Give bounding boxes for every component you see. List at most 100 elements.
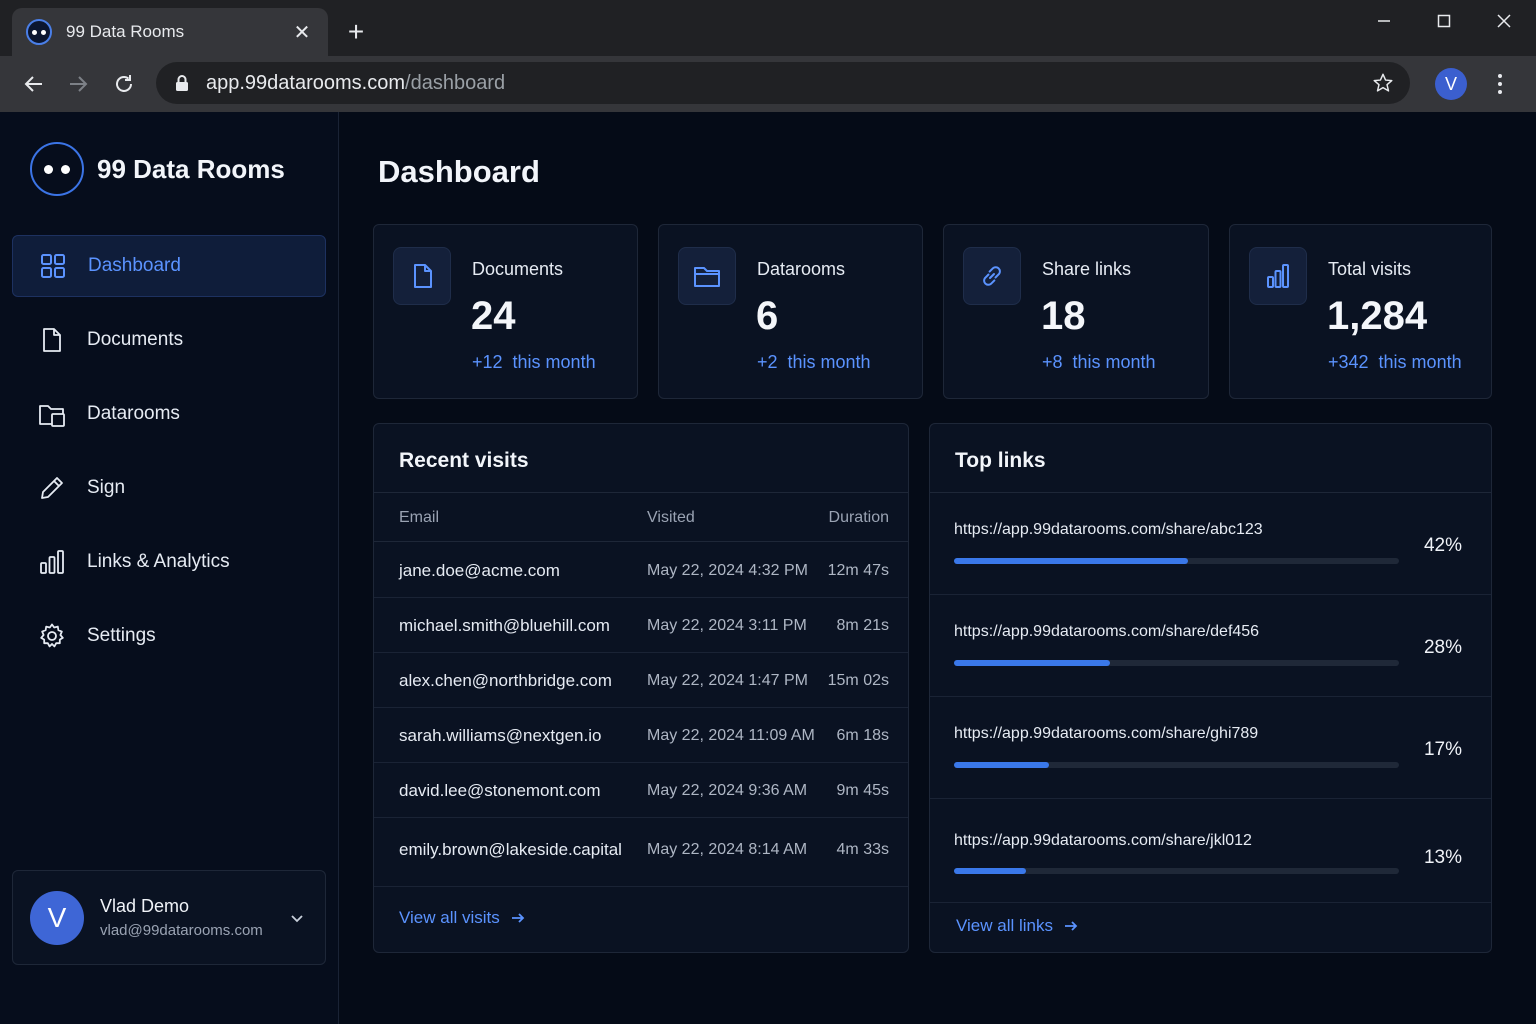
table-row[interactable]: david.lee@stonemont.com May 22, 2024 9:3… [374, 763, 908, 818]
visit-email: emily.brown@lakeside.capital [399, 840, 622, 859]
close-window-button[interactable] [1484, 6, 1524, 36]
url-text: app.99datarooms.com/dashboard [206, 71, 506, 94]
sidebar-item-documents[interactable]: Documents [12, 309, 326, 371]
user-name: Vlad Demo [100, 896, 190, 916]
visit-email: david.lee@stonemont.com [399, 781, 601, 800]
column-header-email: Email [399, 509, 440, 526]
logo-icon [30, 142, 84, 196]
progress-track [954, 868, 1399, 874]
sidebar-item-sign[interactable]: Sign [12, 457, 326, 519]
minimize-button[interactable] [1364, 6, 1404, 36]
forward-button[interactable] [62, 68, 94, 100]
column-header-duration: Duration [828, 509, 889, 526]
stat-card-share-links[interactable]: Share links 18 +8 this month [943, 224, 1209, 399]
stat-delta: +2 this month [757, 352, 871, 372]
browser-toolbar: app.99datarooms.com/dashboard V [0, 56, 1536, 112]
brand[interactable]: 99 Data Rooms [30, 142, 285, 196]
user-email: vlad@99datarooms.com [100, 922, 263, 939]
table-row[interactable]: alex.chen@northbridge.com May 22, 2024 1… [374, 653, 908, 708]
visit-email: jane.doe@acme.com [399, 561, 560, 580]
address-bar[interactable]: app.99datarooms.com/dashboard [156, 62, 1410, 104]
stat-delta: +12 this month [472, 352, 596, 372]
stat-card-total-visits[interactable]: Total visits 1,284 +342 this month [1229, 224, 1492, 399]
list-item[interactable]: https://app.99datarooms.com/share/abc123… [930, 493, 1491, 595]
visit-email: michael.smith@bluehill.com [399, 616, 610, 635]
visit-time: May 22, 2024 8:14 AM [647, 841, 808, 858]
visit-duration: 4m 33s [836, 841, 889, 858]
browser-profile-avatar[interactable]: V [1435, 68, 1467, 100]
document-icon [43, 328, 61, 352]
list-item[interactable]: https://app.99datarooms.com/share/def456… [930, 595, 1491, 697]
main-content: Dashboard Documents 24 +12 this month Da… [339, 112, 1536, 1024]
link-percent: 17% [1423, 739, 1462, 760]
link-label: View all visits [399, 908, 500, 927]
lock-icon [176, 75, 188, 91]
sidebar-item-links-analytics[interactable]: Links & Analytics [12, 531, 326, 593]
visit-duration: 12m 47s [827, 562, 889, 579]
browser-tab[interactable]: 99 Data Rooms ✕ [12, 8, 328, 56]
bookmark-star-icon[interactable] [1372, 72, 1394, 94]
browser-menu-icon[interactable] [1488, 68, 1512, 100]
user-menu[interactable]: V Vlad Demo vlad@99datarooms.com [12, 870, 326, 965]
stat-card-documents[interactable]: Documents 24 +12 this month [373, 224, 638, 399]
favicon-icon [26, 19, 52, 45]
grid-icon [41, 254, 65, 278]
view-all-visits-link[interactable]: View all visits [399, 908, 526, 928]
maximize-button[interactable] [1424, 6, 1464, 36]
reload-button[interactable] [108, 68, 140, 100]
stat-label: Datarooms [757, 259, 846, 279]
sidebar: 99 Data Rooms Dashboard Documents Dataro… [0, 112, 339, 1024]
list-item[interactable]: https://app.99datarooms.com/share/ghi789… [930, 697, 1491, 799]
back-button[interactable] [18, 68, 50, 100]
tab-title: 99 Data Rooms [66, 22, 185, 41]
stat-delta: +342 this month [1328, 352, 1462, 372]
stat-label: Documents [472, 259, 564, 279]
view-all-links-link[interactable]: View all links [956, 916, 1079, 936]
progress-fill [954, 762, 1049, 768]
link-label: View all links [956, 916, 1054, 935]
table-row[interactable]: michael.smith@bluehill.com May 22, 2024 … [374, 598, 908, 653]
sidebar-item-settings[interactable]: Settings [12, 605, 326, 667]
bar-chart-icon [1249, 247, 1307, 305]
progress-track [954, 660, 1399, 666]
link-percent: 28% [1423, 637, 1462, 658]
divider [930, 492, 1491, 493]
sidebar-item-label: Dashboard [88, 255, 181, 276]
link-percent: 13% [1423, 847, 1462, 868]
visit-duration: 6m 18s [836, 727, 889, 744]
stat-value: 24 [471, 294, 516, 338]
chevron-down-icon[interactable] [287, 908, 307, 928]
link-percent: 42% [1423, 535, 1462, 556]
gear-icon [40, 623, 64, 648]
visit-email: sarah.williams@nextgen.io [399, 726, 602, 745]
progress-track [954, 558, 1399, 564]
stat-label: Share links [1042, 259, 1132, 279]
visit-time: May 22, 2024 1:47 PM [647, 672, 808, 689]
close-tab-icon[interactable]: ✕ [293, 21, 311, 44]
pen-icon [41, 477, 63, 499]
visit-email: alex.chen@northbridge.com [399, 671, 612, 690]
table-row[interactable]: sarah.williams@nextgen.io May 22, 2024 1… [374, 708, 908, 763]
browser-chrome: 99 Data Rooms ✕ + app.99datarooms.com/da… [0, 0, 1536, 112]
visit-time: May 22, 2024 4:32 PM [647, 562, 808, 579]
table-row[interactable]: emily.brown@lakeside.capital May 22, 202… [374, 818, 908, 887]
sidebar-item-dashboard[interactable]: Dashboard [12, 235, 326, 297]
stat-card-datarooms[interactable]: Datarooms 6 +2 this month [658, 224, 923, 399]
link-url: https://app.99datarooms.com/share/abc123 [954, 521, 1263, 538]
table-row[interactable]: jane.doe@acme.com May 22, 2024 4:32 PM 1… [374, 543, 908, 598]
sidebar-item-label: Documents [87, 329, 184, 350]
sidebar-nav: Dashboard Documents Datarooms Sign Links… [12, 235, 326, 679]
new-tab-button[interactable]: + [347, 16, 365, 47]
visit-duration: 9m 45s [836, 782, 889, 799]
recent-visits-panel: Recent visits Email Visited Duration jan… [373, 423, 909, 953]
avatar: V [30, 890, 84, 945]
sidebar-item-label: Datarooms [87, 403, 180, 424]
visit-duration: 15m 02s [827, 672, 889, 689]
list-item[interactable]: https://app.99datarooms.com/share/jkl012… [930, 799, 1491, 903]
visit-time: May 22, 2024 11:09 AM [647, 727, 815, 744]
folder-icon [39, 405, 65, 427]
sidebar-item-datarooms[interactable]: Datarooms [12, 383, 326, 445]
page-title: Dashboard [378, 154, 540, 189]
stat-value: 6 [756, 294, 779, 338]
visit-duration: 8m 21s [836, 617, 889, 634]
